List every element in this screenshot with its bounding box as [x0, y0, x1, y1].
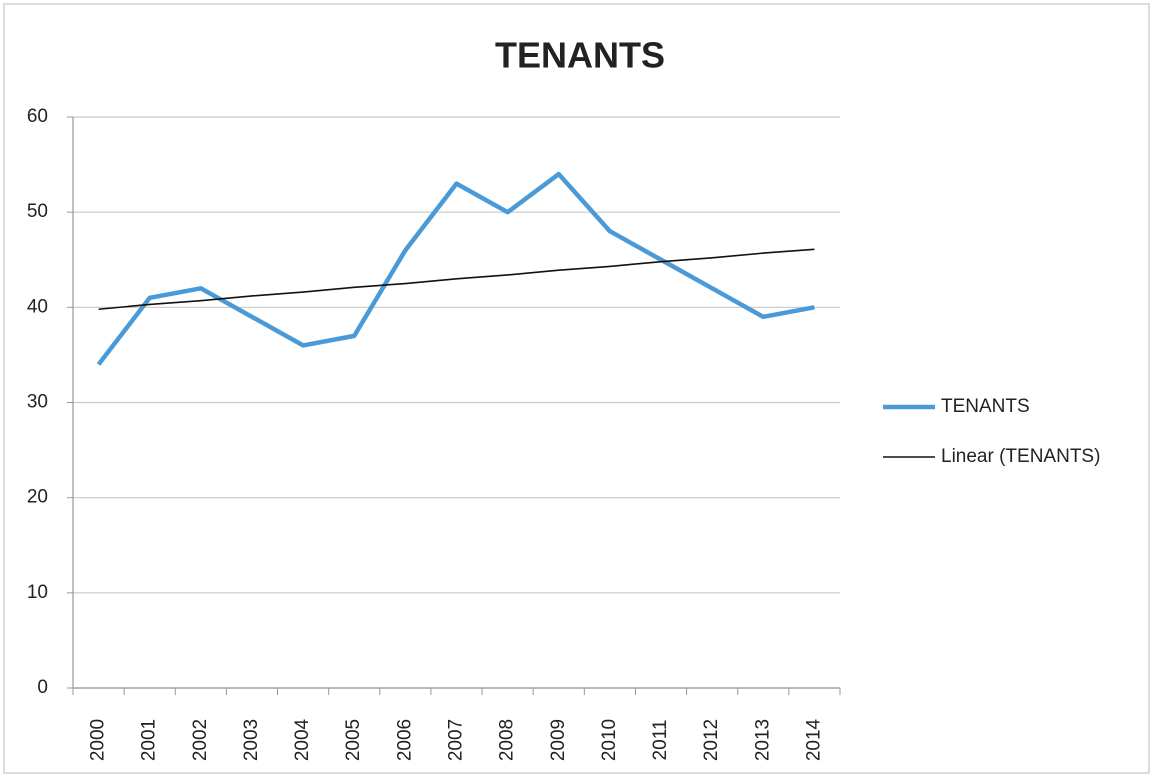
y-tick-label: 0: [37, 677, 48, 698]
x-tick-label: 2005: [343, 719, 364, 761]
x-tick-label: 2001: [139, 719, 160, 761]
data-line: [96, 171, 815, 366]
x-tick-label: 2013: [752, 719, 773, 761]
x-tick-label: 2000: [88, 719, 109, 761]
x-tick-label: 2010: [599, 719, 620, 761]
x-tick-label: 2012: [701, 719, 722, 761]
x-tick-label: 2007: [446, 719, 467, 761]
x-tick-label: 2008: [497, 719, 518, 761]
chart-title: TENANTS: [495, 35, 665, 76]
y-tick-label: 40: [27, 296, 48, 317]
y-tick-label: 20: [27, 487, 48, 508]
x-tick-label: 2004: [292, 718, 313, 761]
x-tick-label: 2014: [803, 718, 824, 761]
chart-border: [3, 3, 1150, 774]
legend-label: TENANTS: [941, 396, 1030, 417]
y-tick-label: 60: [27, 106, 48, 127]
y-tick-label: 10: [27, 582, 48, 603]
x-tick-label: 2006: [394, 719, 415, 761]
x-tick-label: 2009: [548, 719, 569, 761]
y-tick-label: 30: [27, 392, 48, 413]
x-tick-label: 2003: [241, 719, 262, 761]
x-tick-label: 2011: [650, 720, 671, 761]
x-tick-label: 2002: [190, 719, 211, 761]
trend-line: [98, 248, 815, 311]
y-tick-label: 50: [27, 201, 48, 222]
legend-label: Linear (TENANTS): [941, 446, 1100, 467]
